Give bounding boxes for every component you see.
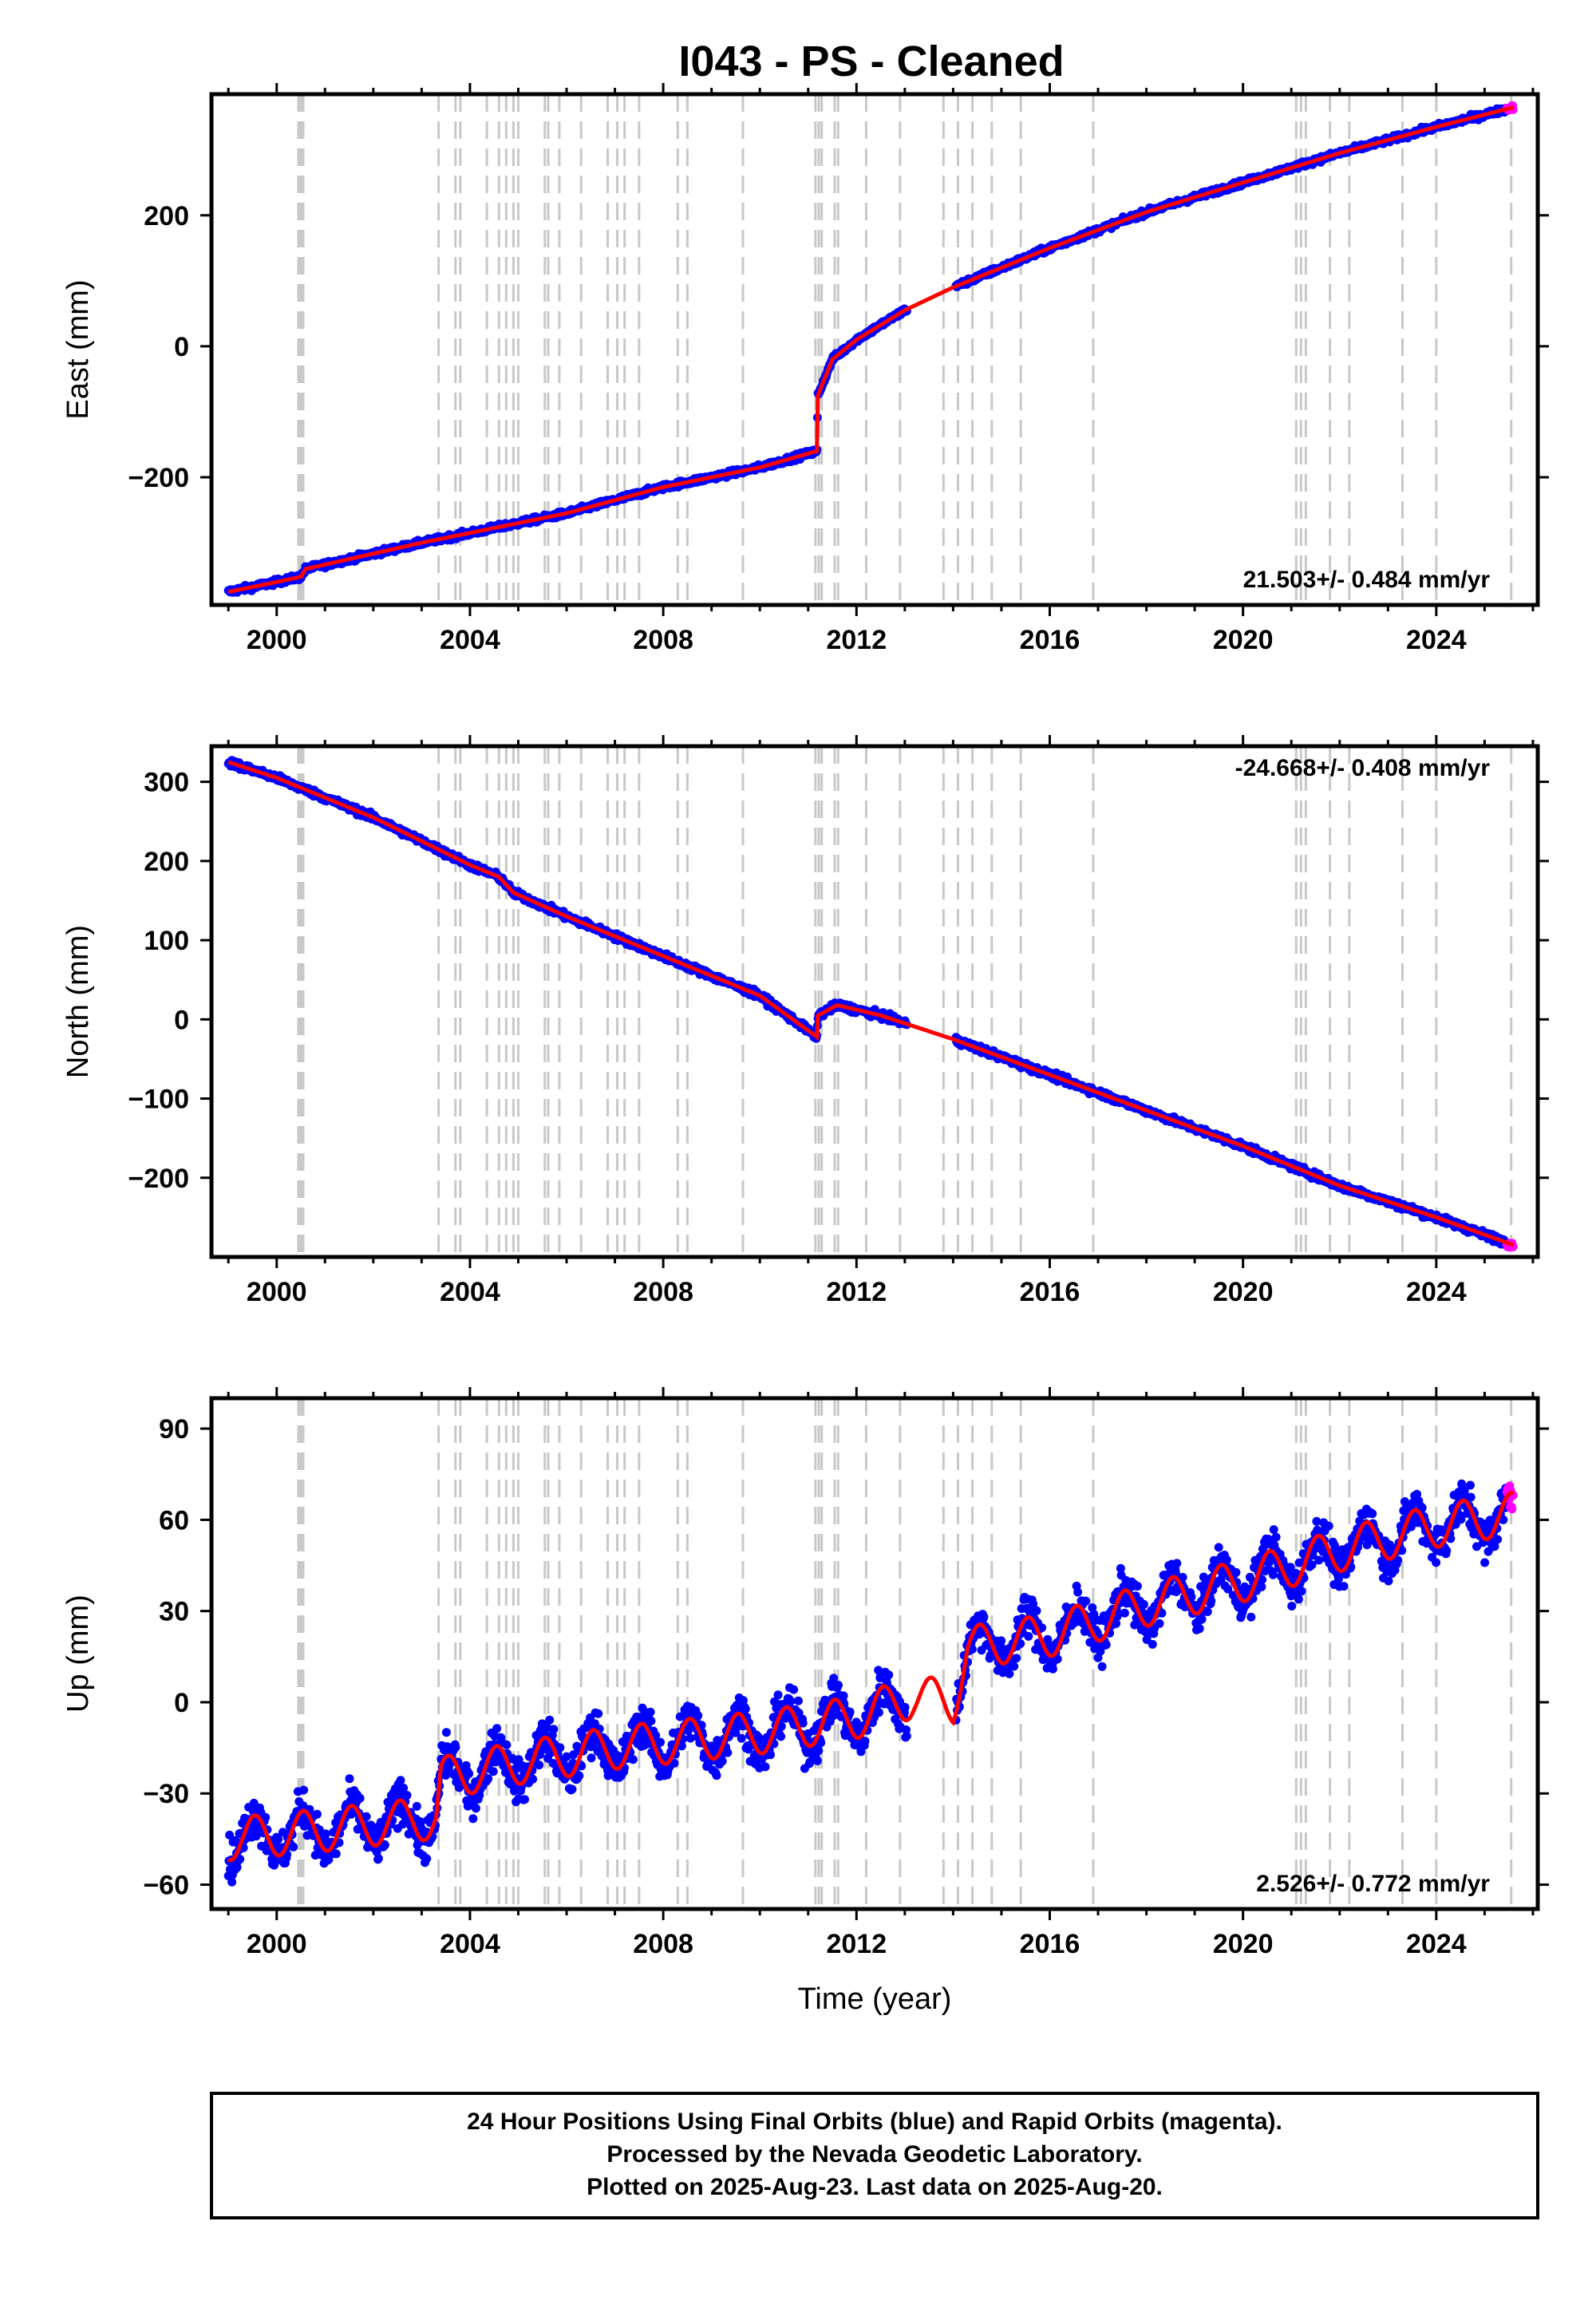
up-panel: 2000 2004 2008 2012 2016 2020 2024−60−30030609… [61, 1387, 1549, 2016]
plot-area [223, 1398, 1518, 1909]
y-tick-label: 200 [144, 201, 189, 231]
model-fit-line [227, 105, 1515, 595]
x-tick-label: 2008 [633, 1277, 693, 1307]
x-tick-label: 2024 [1406, 625, 1467, 655]
velocity-label: -24.668+/- 0.408 mm/yr [1235, 755, 1491, 781]
data-point [299, 1785, 309, 1795]
y-tick-label: 200 [144, 847, 189, 877]
data-point [331, 1849, 341, 1859]
velocity-label: 21.503+/- 0.484 mm/yr [1243, 567, 1491, 593]
final-orbit-points [223, 101, 1518, 597]
data-point [289, 1842, 298, 1852]
chart-title: I043 - PS - Cleaned [678, 38, 1064, 85]
x-tick-label: 2004 [440, 1277, 500, 1307]
axes-frame [209, 92, 1540, 607]
y-tick-label: 0 [174, 332, 189, 362]
data-point [412, 1801, 421, 1811]
data-point [464, 1769, 474, 1778]
data-point [355, 1793, 365, 1803]
north-panel: 2000 2004 2008 2012 2016 2020 2024 −200 −100 0 100… [61, 735, 1549, 1307]
data-point [441, 1728, 451, 1737]
east-panel: 2000 2004 2008 2012 2016 2020 2024 −200 0 200 East… [61, 83, 1549, 655]
y-tick-label: 0 [174, 1005, 189, 1035]
x-tick-label: 2024 [1406, 1277, 1467, 1307]
y-tick-label: −100 [128, 1085, 189, 1115]
data-point [422, 1854, 432, 1863]
y-tick-label: 300 [144, 768, 189, 798]
data-point [402, 1791, 412, 1800]
y-axis-label: North (mm) [61, 925, 95, 1078]
data-point [345, 1774, 354, 1784]
x-tick-label: 2020 [1213, 1277, 1274, 1307]
plot-area [223, 746, 1518, 1257]
x-tick-label: 2016 [1020, 1277, 1080, 1307]
plot-area [223, 94, 1518, 605]
y-tick-label: −200 [128, 1164, 189, 1194]
data-point [373, 1854, 383, 1863]
x-tick-label: 2016 [1020, 625, 1080, 655]
x-tick-label: 2012 [826, 625, 887, 655]
x-tick-label: 2004 [440, 625, 500, 655]
y-axis-label: East (mm) [61, 279, 95, 419]
x-tick-label: 2000 [247, 1277, 307, 1307]
x-tick-label: 2008 [633, 625, 693, 655]
y-tick-label: 100 [144, 926, 189, 956]
data-point [471, 1804, 480, 1813]
data-point [312, 1809, 322, 1819]
x-tick-label: 2020 [1213, 625, 1274, 655]
y-tick-label: −200 [128, 463, 189, 493]
data-point [451, 1742, 460, 1752]
x-tick-label: 2012 [826, 1277, 887, 1307]
data-point [468, 1814, 478, 1824]
data-point [396, 1776, 405, 1785]
x-tick-label: 2000 [247, 625, 307, 655]
